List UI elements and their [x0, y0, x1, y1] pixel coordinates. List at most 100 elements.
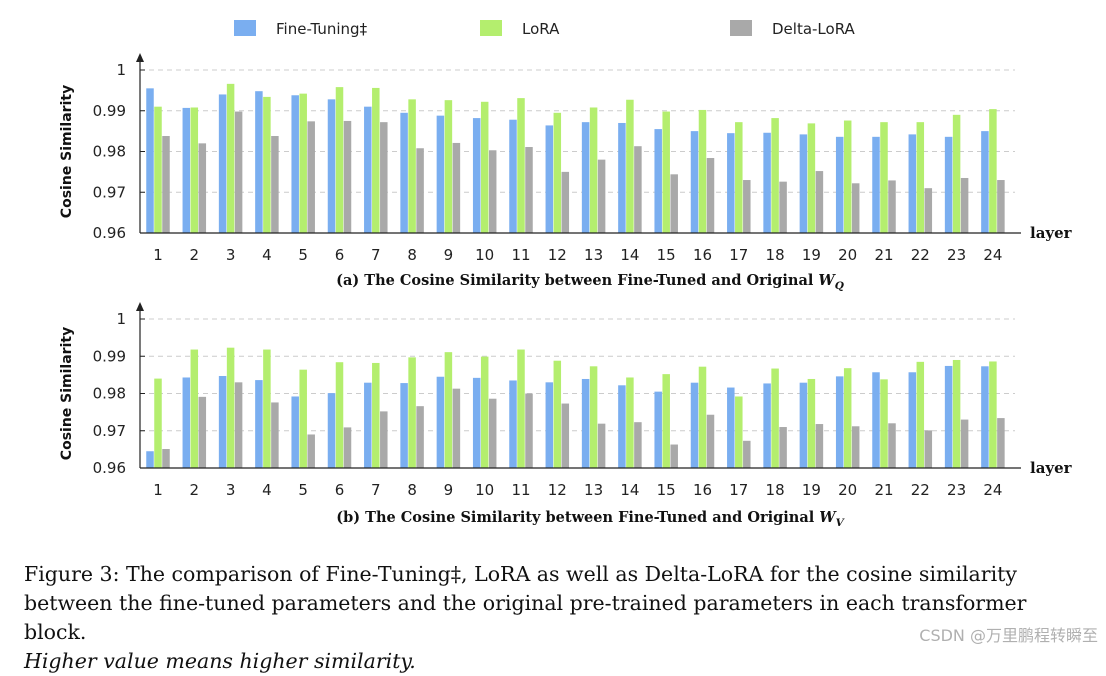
bar-a-s1-layer-11	[509, 119, 517, 233]
x-tick-label: 1	[153, 481, 163, 499]
x-tick-label: 15	[657, 481, 676, 499]
x-tick-label: 6	[335, 481, 345, 499]
figure-charts: Fine-Tuning‡ LoRA Delta-LoRA 0.96 0.97 0.98 0…	[59, 20, 1073, 529]
bar-a-s2-layer-9	[444, 100, 453, 233]
y-tick-label: 1	[116, 310, 126, 328]
bar-a-s2-layer-19	[807, 123, 816, 233]
x-tick-label: 11	[511, 481, 530, 499]
bar-a-s3-layer-2	[198, 143, 207, 233]
x-axis-label: layer	[1030, 224, 1073, 242]
bar-a-s3-layer-4	[271, 136, 279, 233]
x-tick-label: 11	[511, 246, 530, 264]
bar-b-s3-layer-16	[706, 414, 715, 468]
bar-b-s3-layer-9	[452, 388, 461, 468]
bar-a-s3-layer-11	[525, 147, 533, 233]
x-tick-label: 15	[657, 246, 676, 264]
x-tick-label: 23	[947, 246, 966, 264]
bar-a-s1-layer-23	[944, 136, 953, 233]
bar-b-s3-layer-14	[634, 422, 642, 468]
bar-a-s3-layer-5	[307, 121, 315, 233]
bar-b-s1-layer-15	[654, 391, 662, 468]
bar-b-s2-layer-21	[880, 379, 888, 468]
bar-a-s1-layer-1	[146, 88, 154, 234]
bar-a-s2-layer-20	[843, 120, 852, 233]
y-axis-label: Cosine Similarity	[59, 327, 75, 460]
bar-a-s2-layer-23	[952, 114, 961, 233]
x-tick-label: 17	[729, 246, 748, 264]
x-tick-label: 9	[444, 246, 454, 264]
bar-b-s1-layer-5	[291, 396, 299, 468]
x-tick-label: 19	[802, 481, 821, 499]
bar-b-s3-layer-13	[597, 423, 606, 468]
x-tick-label: 22	[911, 246, 930, 264]
bar-a-s3-layer-20	[851, 183, 860, 233]
bar-b-s2-layer-19	[807, 378, 816, 468]
x-tick-label: 2	[190, 246, 200, 264]
bar-a-s1-layer-8	[400, 112, 408, 233]
bar-a-s2-layer-4	[263, 96, 271, 234]
bar-b-s1-layer-22	[908, 372, 917, 468]
x-tick-label: 10	[475, 246, 494, 264]
bar-b-s1-layer-13	[581, 378, 590, 468]
bar-b-s2-layer-8	[408, 357, 416, 468]
bar-b-s1-layer-20	[835, 376, 844, 468]
bar-a-s2-layer-11	[517, 98, 525, 234]
bar-a-s2-layer-2	[190, 107, 199, 233]
bar-a-s2-layer-14	[626, 99, 634, 233]
bar-a-s3-layer-7	[380, 122, 388, 233]
bar-a-s1-layer-2	[182, 107, 191, 233]
bar-b-s1-layer-7	[364, 382, 372, 468]
bar-a-s3-layer-13	[597, 159, 606, 233]
x-tick-label: 8	[407, 246, 417, 264]
y-axis-label: Cosine Similarity	[59, 85, 75, 218]
bar-b-s1-layer-1	[146, 451, 154, 468]
bar-b-s3-layer-5	[307, 434, 315, 468]
bar-a-s1-layer-12	[545, 125, 554, 233]
legend-swatch-3	[730, 20, 752, 36]
bar-a-s2-layer-15	[662, 111, 670, 233]
bar-a-s2-layer-12	[553, 112, 562, 233]
bar-a-s1-layer-5	[291, 95, 299, 233]
bar-b-s1-layer-9	[436, 376, 445, 468]
bar-a-s1-layer-21	[872, 136, 880, 233]
bar-a-s1-layer-24	[981, 131, 989, 233]
x-tick-label: 17	[729, 481, 748, 499]
bar-b-s2-layer-14	[626, 377, 634, 468]
bar-b-s2-layer-18	[771, 368, 779, 468]
legend-label-2: LoRA	[522, 20, 560, 38]
bar-b-s1-layer-21	[872, 372, 880, 468]
bar-b-s3-layer-20	[851, 426, 860, 468]
x-tick-label: 20	[838, 246, 857, 264]
x-tick-label: 3	[226, 481, 236, 499]
bar-a-s3-layer-14	[634, 146, 642, 233]
bar-b-s1-layer-16	[690, 382, 699, 468]
bar-a-s1-layer-6	[327, 99, 336, 233]
bar-a-s2-layer-6	[335, 87, 344, 234]
bar-b-s2-layer-6	[335, 362, 344, 468]
figure-caption-line-1: Figure 3: The comparison of Fine-Tuning‡…	[24, 562, 1017, 586]
bar-b-s2-layer-13	[589, 366, 598, 468]
bar-b-s3-layer-12	[561, 403, 570, 468]
bar-b-s3-layer-18	[779, 427, 787, 468]
bar-a-s3-layer-9	[452, 142, 461, 233]
bar-b-s1-layer-24	[981, 366, 989, 468]
bar-b-s2-layer-22	[916, 361, 925, 468]
bar-a-s1-layer-20	[835, 136, 844, 233]
bar-b-s3-layer-7	[380, 411, 388, 468]
bar-b-s2-layer-1	[154, 378, 162, 468]
bar-b-s3-layer-4	[271, 402, 279, 468]
bar-a-s1-layer-19	[799, 134, 808, 233]
bar-b-s1-layer-12	[545, 382, 554, 468]
x-tick-label: 14	[620, 481, 639, 499]
x-tick-label: 16	[693, 481, 712, 499]
bar-b-s3-layer-3	[234, 382, 243, 468]
bar-a-s3-layer-24	[997, 180, 1005, 233]
x-tick-label: 12	[548, 481, 567, 499]
bar-b-s1-layer-19	[799, 382, 808, 468]
bar-b-s1-layer-2	[182, 377, 191, 468]
bar-b-s1-layer-14	[618, 385, 626, 468]
x-tick-label: 13	[584, 481, 603, 499]
x-tick-label: 10	[475, 481, 494, 499]
